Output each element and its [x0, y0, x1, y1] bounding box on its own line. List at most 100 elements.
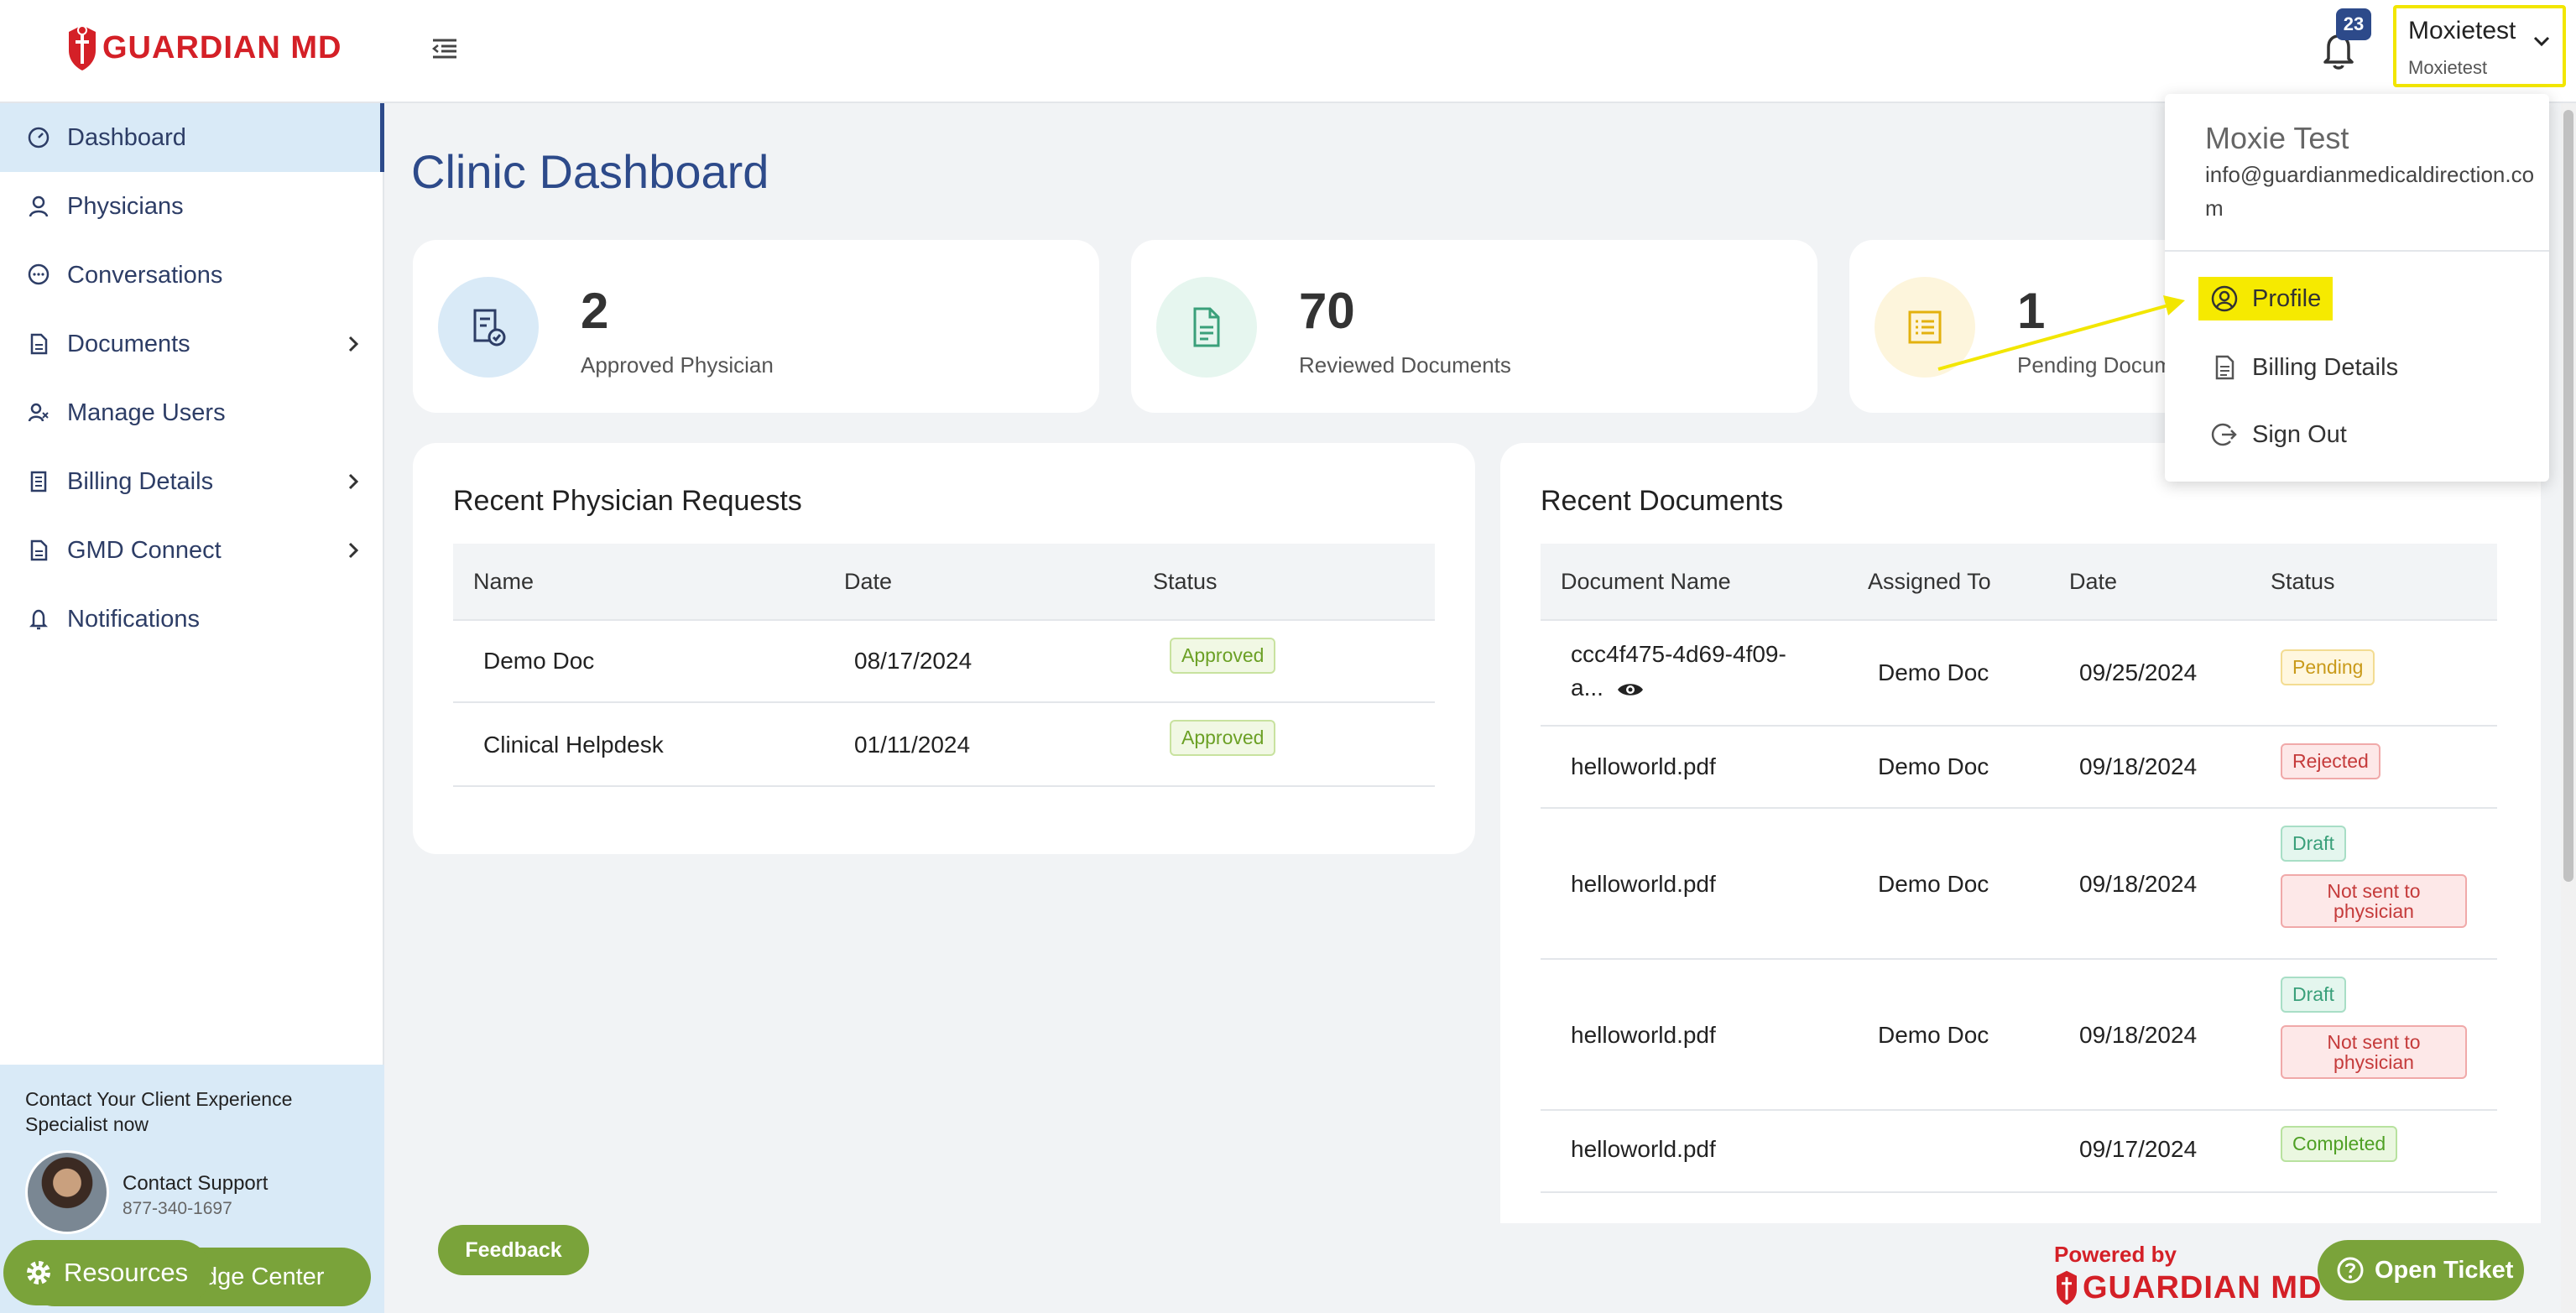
document-name[interactable]: helloworld.pdf [1571, 1022, 1716, 1048]
support-phone[interactable]: 877-340-1697 [123, 1199, 232, 1218]
document-name[interactable]: helloworld.pdf [1571, 871, 1716, 897]
not-sent-badge: Not sent to physician [2281, 874, 2467, 928]
stat-caption: Approved Physician [581, 352, 774, 378]
sidebar-item-label: Manage Users [67, 399, 226, 426]
request-date: 01/11/2024 [854, 732, 971, 758]
status-badge: Approved [1170, 720, 1276, 756]
document-date: 09/18/2024 [2079, 1022, 2198, 1048]
sidebar-item-label: GMD Connect [67, 536, 222, 564]
eye-icon[interactable] [1616, 680, 1645, 700]
menu-collapse-icon[interactable] [428, 32, 461, 65]
table-row[interactable]: helloworld.pdf Demo Doc 09/18/2024 Rejec… [1541, 727, 2497, 809]
column-header[interactable]: Name [473, 569, 534, 594]
status-badge: Pending [2281, 649, 2375, 685]
file-text-icon [1156, 277, 1257, 378]
menu-item-label: Billing Details [2252, 353, 2399, 381]
table-row[interactable]: ccc4f475-4d69-4f09- a... Demo Doc 09/25/… [1541, 621, 2497, 727]
sidebar-item-gmd-connect[interactable]: GMD Connect [0, 516, 384, 585]
recent-physician-requests-card: Recent Physician Requests Name Date Stat… [413, 443, 1475, 854]
user-menu-button[interactable]: Moxietest Moxietest [2393, 5, 2566, 87]
status-badge: Completed [2281, 1126, 2398, 1162]
sidebar-item-dashboard[interactable]: Dashboard [0, 103, 384, 172]
table-row[interactable]: Clinical Helpdesk 01/11/2024 Approved [453, 703, 1435, 787]
column-header[interactable]: Date [2069, 569, 2118, 594]
sidebar-item-label: Dashboard [67, 123, 186, 151]
assigned-to: Demo Doc [1878, 871, 1989, 897]
logo-text: GUARDIAN MD [102, 29, 342, 65]
document-name[interactable]: helloworld.pdf [1571, 1136, 1716, 1162]
not-sent-line: Not sent to [2327, 880, 2421, 902]
menu-item-profile[interactable]: Profile [2198, 277, 2334, 320]
column-header[interactable]: Date [844, 569, 893, 594]
column-header[interactable]: Status [2271, 569, 2335, 594]
table-row[interactable]: Demo Doc 08/17/2024 Approved [453, 621, 1435, 703]
dropdown-user-name: Moxie Test [2205, 121, 2349, 155]
assigned-to: Demo Doc [1878, 659, 1989, 685]
menu-item-sign-out[interactable]: Sign Out [2198, 413, 2359, 456]
user-name: Moxietest [2408, 17, 2516, 44]
dropdown-user-email: info@guardianmedicaldirection.com [2205, 162, 2535, 221]
table-row[interactable]: helloworld.pdf Demo Doc 09/18/2024 Draft… [1541, 809, 2497, 960]
table-header: Name Date Status [453, 544, 1435, 621]
resources-button[interactable]: Resources [3, 1240, 211, 1305]
document-name-truncated[interactable]: a... [1571, 675, 1603, 701]
page-scrollbar[interactable] [2561, 103, 2576, 1313]
notification-count-badge: 23 [2336, 8, 2371, 40]
open-ticket-button[interactable]: Open Ticket [2318, 1240, 2524, 1300]
help-circle-icon [2337, 1257, 2364, 1284]
sidebar-item-documents[interactable]: Documents [0, 310, 384, 378]
powered-brand: GUARDIAN MD [2054, 1269, 2322, 1306]
document-name[interactable]: ccc4f475-4d69-4f09- [1571, 641, 1786, 667]
user-subtitle: Moxietest [2408, 57, 2488, 78]
document-name[interactable]: helloworld.pdf [1571, 753, 1716, 779]
chevron-right-icon [348, 473, 359, 490]
document-icon [25, 331, 52, 357]
shield-logo-icon [2057, 1270, 2077, 1305]
assigned-to: Demo Doc [1878, 753, 1989, 779]
column-header[interactable]: Document Name [1561, 569, 1731, 594]
sidebar-item-conversations[interactable]: Conversations [0, 241, 384, 310]
status-badge: Draft [2281, 826, 2346, 862]
chat-icon [25, 262, 52, 289]
stat-caption: Reviewed Documents [1299, 352, 1511, 378]
user-dropdown-menu: Moxie Test info@guardianmedicaldirection… [2165, 94, 2549, 482]
not-sent-line: physician [2334, 1051, 2414, 1073]
table-row[interactable]: helloworld.pdf 09/17/2024 Completed [1541, 1111, 2497, 1193]
chevron-down-icon [2533, 36, 2550, 47]
menu-item-billing-details[interactable]: Billing Details [2198, 346, 2410, 389]
request-date: 08/17/2024 [854, 648, 973, 674]
physician-name: Demo Doc [483, 648, 595, 674]
document-icon [25, 537, 52, 564]
chevron-right-icon [348, 542, 359, 559]
physician-name: Clinical Helpdesk [483, 732, 664, 758]
card-title: Recent Physician Requests [453, 485, 802, 517]
card-title: Recent Documents [1541, 485, 1784, 517]
sidebar-item-label: Billing Details [67, 467, 214, 495]
status-badge: Draft [2281, 977, 2346, 1013]
stat-card-reviewed-documents[interactable]: 70 Reviewed Documents [1131, 240, 1817, 413]
table-row[interactable]: helloworld.pdf Demo Doc 09/18/2024 Draft… [1541, 960, 2497, 1111]
support-heading: Contact Your Client Experience Specialis… [25, 1088, 293, 1135]
powered-brand-text: GUARDIAN MD [2083, 1269, 2323, 1305]
stat-value: 1 [2017, 283, 2046, 339]
sidebar-item-notifications[interactable]: Notifications [0, 585, 384, 654]
users-icon [25, 399, 52, 426]
contact-support-label[interactable]: Contact Support [123, 1172, 269, 1195]
sidebar-item-billing-details[interactable]: Billing Details [0, 447, 384, 516]
sidebar-item-physicians[interactable]: Physicians [0, 172, 384, 241]
feedback-button[interactable]: Feedback [438, 1225, 589, 1275]
chevron-right-icon [348, 336, 359, 352]
guardian-md-logo[interactable]: GUARDIAN MD [65, 22, 342, 74]
menu-item-label: Profile [2252, 284, 2322, 312]
open-ticket-label: Open Ticket [2375, 1256, 2514, 1284]
scrollbar-thumb[interactable] [2563, 110, 2573, 882]
powered-by-text: Powered by [2054, 1242, 2177, 1267]
sidebar-item-label: Notifications [67, 605, 200, 633]
page-title: Clinic Dashboard [411, 145, 769, 198]
sidebar-item-label: Conversations [67, 261, 223, 289]
menu-item-label: Sign Out [2252, 420, 2347, 448]
column-header[interactable]: Assigned To [1868, 569, 1991, 594]
column-header[interactable]: Status [1153, 569, 1218, 594]
stat-card-approved-physician[interactable]: 2 Approved Physician [413, 240, 1099, 413]
sidebar-item-manage-users[interactable]: Manage Users [0, 378, 384, 447]
